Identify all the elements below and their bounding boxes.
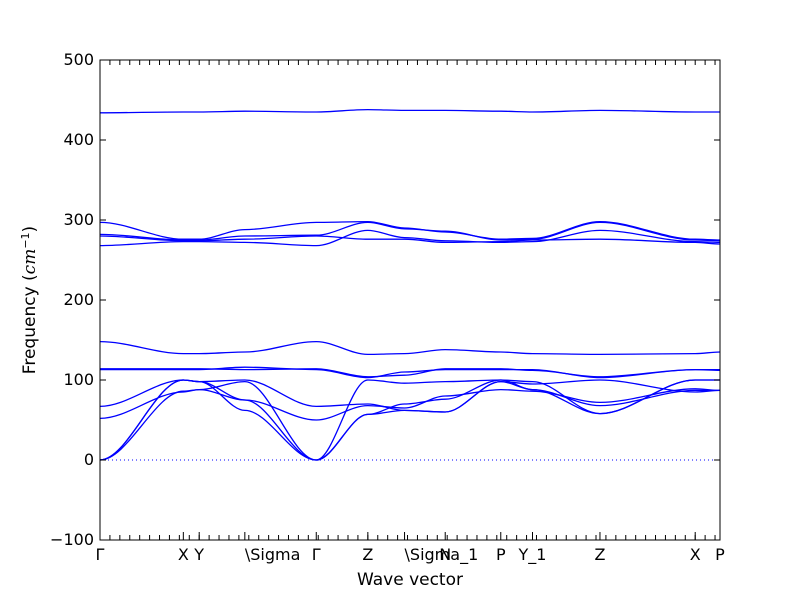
- band-11: [99, 221, 721, 242]
- x-tick-label: P: [715, 545, 725, 564]
- x-tick-label: Y_1: [518, 545, 547, 565]
- y-axis-label-unit: cm: [20, 249, 40, 275]
- band-4: [99, 388, 721, 421]
- x-tick-label: \Sigma_1: [405, 545, 479, 565]
- band-13: [99, 108, 720, 114]
- y-axis-label: Frequency (cm−1): [19, 226, 41, 374]
- band-10: [99, 235, 721, 245]
- band-12: [99, 220, 721, 241]
- band-7: [99, 368, 720, 378]
- band-5: [99, 379, 721, 413]
- x-tick-label: N: [439, 545, 451, 564]
- x-axis-label: Wave vector: [357, 570, 463, 590]
- y-tick-label: 400: [63, 130, 94, 149]
- x-tick-label: Z: [362, 545, 373, 564]
- y-axis-label-main: Frequency (: [20, 274, 40, 374]
- y-tick-label: 100: [63, 370, 94, 389]
- band-6: [100, 366, 721, 379]
- y-axis-label-close: ): [20, 226, 40, 233]
- y-tick-label: 200: [63, 290, 94, 309]
- band-8: [99, 340, 721, 356]
- x-tick-label: Γ: [312, 545, 321, 564]
- band-9: [99, 229, 721, 247]
- x-tick-label: Z: [594, 545, 605, 564]
- y-tick-label: 300: [63, 210, 94, 229]
- x-tick-label: X: [690, 545, 701, 564]
- y-tick-label: 500: [63, 50, 94, 69]
- x-tick-label: \Sigma: [245, 545, 301, 564]
- y-tick-label: 0: [84, 450, 94, 469]
- x-tick-label: Y: [193, 545, 204, 564]
- y-tick-label: −100: [50, 530, 94, 549]
- band-curves: [99, 108, 721, 461]
- y-axis-ticks: −100 0 100 200 300 400 500: [50, 50, 720, 549]
- y-axis-label-exponent: −1: [19, 232, 32, 248]
- x-tick-label: P: [496, 545, 506, 564]
- x-axis-ticks: Γ X Y \Sigma Γ Z \Sigma_1N P Y_1 Z X P: [96, 60, 725, 565]
- x-tick-label: X: [178, 545, 189, 564]
- x-tick-label: Γ: [96, 545, 105, 564]
